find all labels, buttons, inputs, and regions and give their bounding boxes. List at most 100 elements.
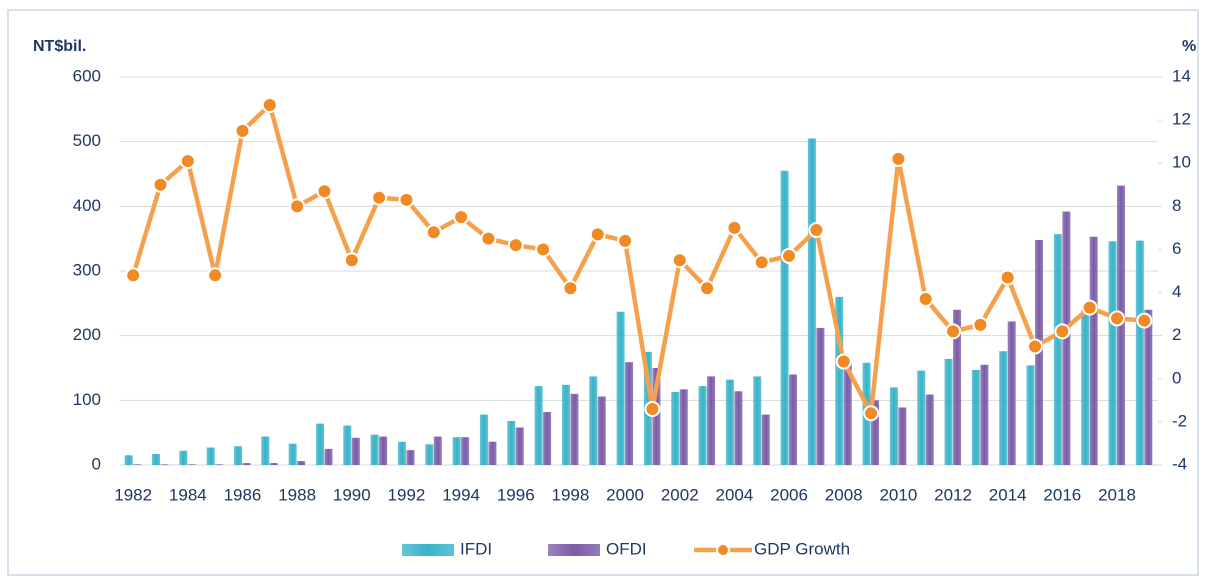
bar (297, 461, 306, 465)
x-tick-label: 2008 (825, 485, 863, 504)
bar (233, 446, 242, 465)
y-tick-label: 200 (73, 325, 101, 344)
y-tick-label: 400 (73, 196, 101, 215)
point (507, 237, 524, 254)
legend-label: GDP Growth (754, 539, 850, 558)
bar (925, 394, 934, 465)
point (835, 353, 852, 370)
point (371, 189, 388, 206)
x-tick-label: 2002 (661, 485, 699, 504)
bar (488, 441, 497, 465)
bar (871, 400, 880, 465)
bar (124, 455, 133, 465)
y-tick-label: 600 (73, 66, 101, 85)
bar (917, 370, 926, 465)
bar (761, 414, 770, 465)
point (1027, 338, 1044, 355)
bar (543, 411, 552, 465)
bar (406, 450, 415, 465)
x-tick-label: 2012 (934, 485, 972, 504)
bar (397, 441, 406, 465)
bar (351, 437, 360, 465)
x-tick-label: 2014 (989, 485, 1027, 504)
bar (461, 437, 470, 465)
bar (707, 376, 716, 465)
bar (433, 436, 442, 465)
y-tick-label: 500 (73, 131, 101, 150)
bar (479, 414, 488, 465)
y2-tick-label: 8 (1172, 196, 1181, 215)
point (425, 224, 442, 241)
bar (671, 391, 680, 465)
bar (616, 311, 625, 465)
bar (725, 379, 734, 465)
y-tick-label: 100 (73, 390, 101, 409)
point (562, 280, 579, 297)
point (1081, 299, 1098, 316)
point (398, 191, 415, 208)
bar (679, 389, 688, 465)
point (890, 150, 907, 167)
bar (999, 351, 1008, 465)
point (644, 400, 661, 417)
bar (534, 386, 543, 465)
bar (789, 374, 798, 465)
bar (315, 423, 324, 465)
y-tick-label: 300 (73, 260, 101, 279)
bar (597, 396, 606, 465)
bar (1089, 236, 1098, 465)
bar (734, 391, 743, 465)
bar (561, 384, 570, 465)
point (972, 316, 989, 333)
bar (1026, 365, 1035, 465)
point (671, 252, 688, 269)
x-tick-label: 2018 (1098, 485, 1136, 504)
y2-tick-label: 14 (1172, 66, 1191, 85)
point (316, 183, 333, 200)
bar (889, 387, 898, 465)
point (617, 232, 634, 249)
bar (324, 448, 333, 465)
point (480, 230, 497, 247)
bar (1144, 309, 1153, 465)
point (808, 222, 825, 239)
point (1136, 312, 1153, 329)
bar (1007, 321, 1016, 465)
legend-swatch (402, 544, 454, 556)
bar (944, 358, 953, 465)
bar (151, 454, 160, 465)
bar (215, 464, 224, 465)
x-tick-label: 2000 (606, 485, 644, 504)
bar (379, 436, 388, 465)
x-tick-label: 1982 (114, 485, 152, 504)
point (453, 209, 470, 226)
bar (780, 170, 789, 465)
bar (242, 463, 251, 465)
point (863, 405, 880, 422)
point (699, 280, 716, 297)
point (1054, 323, 1071, 340)
bar (187, 464, 196, 465)
x-tick-label: 1990 (333, 485, 371, 504)
bar (898, 407, 907, 465)
x-tick-label: 1988 (278, 485, 316, 504)
bar (589, 376, 598, 465)
bar (269, 463, 278, 465)
x-tick-label: 2010 (879, 485, 917, 504)
point (917, 291, 934, 308)
point (753, 254, 770, 271)
point (234, 122, 251, 139)
legend-swatch (548, 544, 600, 556)
x-tick-label: 2016 (1043, 485, 1081, 504)
bar (807, 138, 816, 465)
x-tick-label: 1984 (169, 485, 207, 504)
y2-axis-unit: % (1182, 38, 1196, 55)
bar (261, 436, 270, 465)
bar (625, 362, 634, 465)
point (343, 252, 360, 269)
bar (206, 447, 215, 465)
bar (843, 361, 852, 465)
y-axis-unit: NT$bil. (33, 38, 86, 55)
point (535, 241, 552, 258)
